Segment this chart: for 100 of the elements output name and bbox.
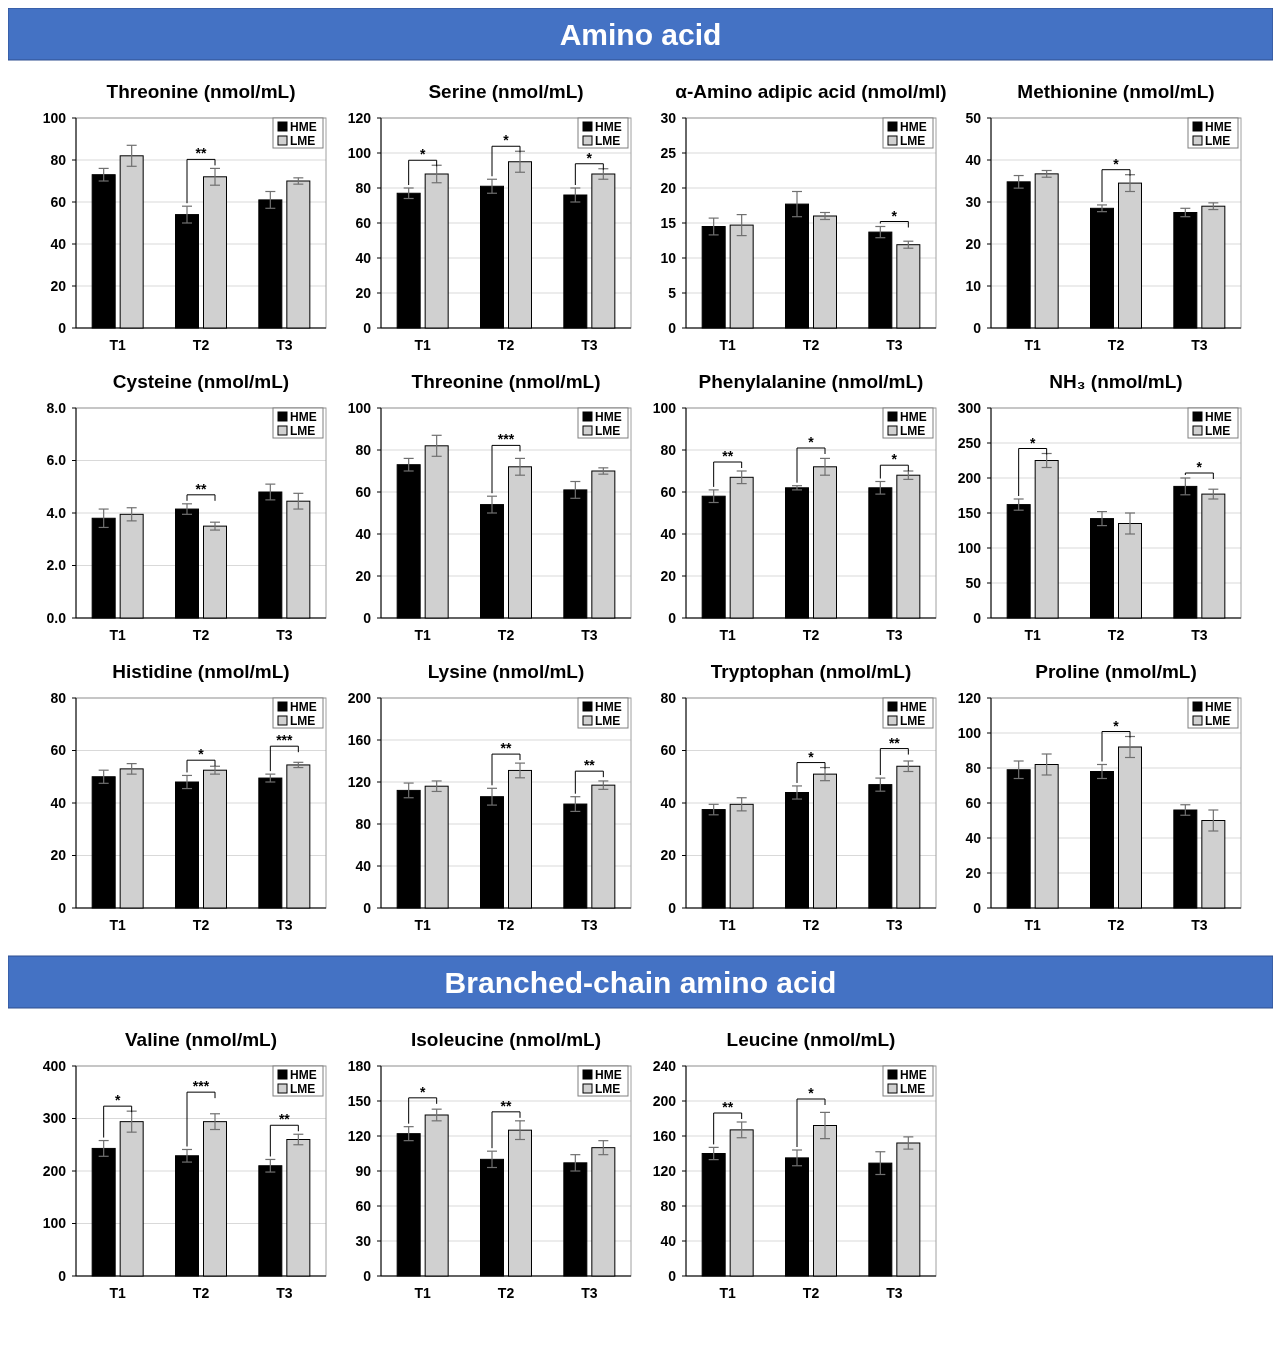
y-tick-label: 0 xyxy=(58,899,67,916)
chart-title: Cysteine (nmol/mL) xyxy=(112,371,290,392)
x-tick-label: T1 xyxy=(414,1285,432,1301)
y-tick-label: 40 xyxy=(50,794,67,811)
y-tick-label: 20 xyxy=(355,567,372,584)
chart-title: Phenylalanine (nmol/mL) xyxy=(698,371,924,392)
legend-label: HME xyxy=(595,410,622,425)
y-tick-label: 30 xyxy=(355,1232,372,1249)
x-tick-label: T1 xyxy=(109,337,127,353)
y-tick-label: 8.0 xyxy=(46,399,67,416)
y-tick-label: 20 xyxy=(660,847,677,864)
y-tick-label: 100 xyxy=(42,109,67,126)
y-tick-label: 250 xyxy=(957,434,982,451)
x-tick-label: T2 xyxy=(497,1285,515,1301)
annotation: * xyxy=(1113,717,1120,734)
y-tick-label: 0 xyxy=(363,899,372,916)
chart-title: Tryptophan (nmol/mL) xyxy=(710,661,912,682)
legend-label: LME xyxy=(290,424,316,439)
y-tick-label: 90 xyxy=(355,1162,372,1179)
y-tick-label: 150 xyxy=(347,1092,372,1109)
x-tick-label: T2 xyxy=(1107,337,1125,353)
annotation: * xyxy=(891,451,898,468)
y-tick-label: 60 xyxy=(355,483,372,500)
annotation: * xyxy=(198,746,205,763)
x-tick-label: T1 xyxy=(414,337,432,353)
y-tick-label: 40 xyxy=(660,794,677,811)
y-tick-label: 120 xyxy=(652,1162,677,1179)
y-tick-label: 0 xyxy=(973,899,982,916)
y-tick-label: 80 xyxy=(355,179,372,196)
y-tick-label: 100 xyxy=(347,399,372,416)
y-tick-label: 80 xyxy=(660,689,677,706)
x-tick-label: T1 xyxy=(719,1285,737,1301)
chart-title: Lysine (nmol/mL) xyxy=(427,661,585,682)
y-tick-label: 5 xyxy=(668,284,677,301)
y-tick-label: 120 xyxy=(347,773,372,790)
annotation: ** xyxy=(888,734,901,751)
x-tick-label: T1 xyxy=(109,1285,127,1301)
legend-label: HME xyxy=(1205,700,1232,715)
y-tick-label: 0 xyxy=(668,609,677,626)
y-tick-label: 40 xyxy=(965,829,982,846)
legend-label: HME xyxy=(900,410,927,425)
y-tick-label: 50 xyxy=(965,574,982,591)
chart-title: Histidine (nmol/mL) xyxy=(112,661,290,682)
x-tick-label: T1 xyxy=(414,627,432,643)
annotation: ** xyxy=(722,448,734,464)
y-tick-label: 4.0 xyxy=(46,504,67,521)
legend-label: LME xyxy=(900,424,926,439)
legend-label: LME xyxy=(290,134,316,149)
y-tick-label: 200 xyxy=(652,1092,677,1109)
y-tick-label: 100 xyxy=(347,144,372,161)
y-tick-label: 0 xyxy=(973,319,982,336)
x-tick-label: T2 xyxy=(802,337,820,353)
annotation: *** xyxy=(276,732,294,749)
x-tick-label: T3 xyxy=(1191,337,1208,353)
x-tick-label: T2 xyxy=(802,1285,820,1301)
y-tick-label: 60 xyxy=(50,742,67,759)
y-tick-label: 0 xyxy=(363,609,372,626)
y-tick-label: 300 xyxy=(42,1110,67,1127)
y-tick-label: 200 xyxy=(42,1162,67,1179)
x-tick-label: T3 xyxy=(886,917,903,933)
y-tick-label: 0 xyxy=(668,1267,677,1284)
legend-label: HME xyxy=(290,1068,317,1083)
x-tick-label: T3 xyxy=(1191,917,1208,933)
y-tick-label: 0 xyxy=(58,319,67,336)
y-tick-label: 80 xyxy=(965,759,982,776)
y-tick-label: 400 xyxy=(42,1057,67,1074)
y-tick-label: 20 xyxy=(965,864,982,881)
annotation: * xyxy=(419,1083,426,1100)
x-tick-label: T1 xyxy=(1024,627,1042,643)
chart-title: Proline (nmol/mL) xyxy=(1035,661,1197,682)
annotation: ** xyxy=(195,480,207,497)
y-tick-label: 80 xyxy=(50,151,67,168)
y-tick-label: 30 xyxy=(965,193,982,210)
legend-label: LME xyxy=(595,714,621,729)
chart-title: Isoleucine (nmol/mL) xyxy=(410,1029,602,1050)
y-tick-label: 0 xyxy=(363,1267,372,1284)
x-tick-label: T2 xyxy=(192,917,210,933)
legend-label: HME xyxy=(900,700,927,715)
y-tick-label: 120 xyxy=(347,1127,372,1144)
x-tick-label: T3 xyxy=(276,627,293,643)
y-tick-label: 15 xyxy=(660,214,677,231)
y-tick-label: 200 xyxy=(347,689,372,706)
y-tick-label: 200 xyxy=(957,469,982,486)
y-tick-label: 120 xyxy=(347,109,372,126)
x-tick-label: T1 xyxy=(719,337,737,353)
y-tick-label: 20 xyxy=(355,284,372,301)
y-tick-label: 40 xyxy=(355,249,372,266)
annotation: ** xyxy=(500,1097,512,1114)
x-tick-label: T2 xyxy=(497,917,515,933)
y-tick-label: 40 xyxy=(660,525,677,542)
x-tick-label: T3 xyxy=(886,1285,903,1301)
y-tick-label: 40 xyxy=(965,151,982,168)
legend-label: HME xyxy=(900,120,927,135)
x-tick-label: T2 xyxy=(497,337,515,353)
x-tick-label: T3 xyxy=(581,1285,598,1301)
legend-label: LME xyxy=(1205,134,1231,149)
y-tick-label: 0 xyxy=(668,899,677,916)
y-tick-label: 80 xyxy=(660,1197,677,1214)
y-tick-label: 60 xyxy=(965,794,982,811)
x-tick-label: T3 xyxy=(276,1285,293,1301)
